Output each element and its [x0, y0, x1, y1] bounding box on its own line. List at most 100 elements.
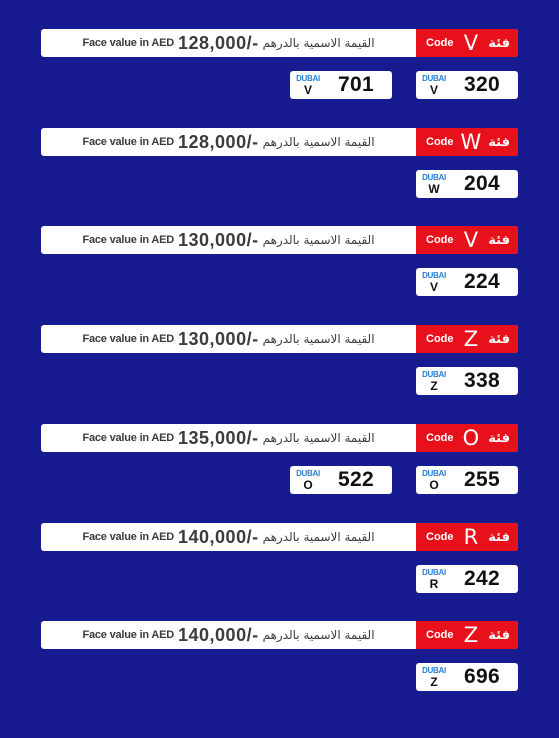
- plate-emirate-label: DUBAI: [422, 567, 446, 577]
- code-badge: Code R فئة: [416, 523, 518, 551]
- face-value-amount: 130,000/-: [178, 328, 259, 349]
- code-label-en: Code: [426, 531, 454, 543]
- number-plate[interactable]: DUBAI R 242: [416, 565, 518, 593]
- plates-row: DUBAI O 255 DUBAI O 522: [41, 466, 518, 494]
- plate-emirate-label: DUBAI: [296, 468, 320, 478]
- code-label-en: Code: [426, 432, 454, 444]
- face-value: Face value in AED 130,000/- القيمة الاسم…: [41, 325, 416, 353]
- plate-letter: R: [429, 576, 439, 591]
- code-label-ar: فئة: [488, 232, 510, 248]
- code-letter: O: [462, 426, 480, 450]
- plate-number: 701: [338, 73, 374, 96]
- face-value-label-en: Face value in AED: [82, 432, 175, 444]
- code-label-en: Code: [426, 37, 454, 49]
- plate-number: 242: [464, 567, 500, 590]
- code-badge: Code Z فئة: [416, 621, 518, 649]
- plate-letter: V: [429, 82, 438, 97]
- plate-number: 224: [464, 270, 500, 293]
- plates-row: DUBAI Z 338: [41, 367, 518, 395]
- face-value: Face value in AED 130,000/- القيمة الاسم…: [41, 226, 416, 254]
- number-plate[interactable]: DUBAI V 224: [416, 268, 518, 296]
- plate-number: 255: [464, 468, 500, 491]
- code-badge: Code V فئة: [416, 226, 518, 254]
- face-value: Face value in AED 140,000/- القيمة الاسم…: [41, 621, 416, 649]
- plate-letter: O: [429, 477, 439, 492]
- plate-emirate-block: DUBAI Z: [416, 666, 452, 689]
- face-value-bar: Face value in AED 130,000/- القيمة الاسم…: [41, 325, 518, 353]
- code-label-ar: فئة: [488, 134, 510, 150]
- code-label-en: Code: [426, 136, 454, 148]
- face-value-label-ar: القيمة الاسمية بالدرهم: [262, 530, 375, 544]
- plate-group: Face value in AED 140,000/- القيمة الاسم…: [41, 621, 518, 691]
- face-value-amount: 140,000/-: [178, 526, 259, 547]
- face-value-bar: Face value in AED 130,000/- القيمة الاسم…: [41, 226, 518, 254]
- plate-number: 204: [464, 172, 500, 195]
- face-value-amount: 135,000/-: [178, 427, 259, 448]
- plate-emirate-block: DUBAI V: [416, 270, 452, 294]
- number-plate[interactable]: DUBAI V 701: [290, 71, 392, 99]
- plate-letter: W: [428, 181, 440, 196]
- plate-emirate-label: DUBAI: [422, 270, 446, 280]
- face-value-amount: 130,000/-: [178, 229, 259, 250]
- plate-letter: V: [429, 279, 438, 294]
- face-value: Face value in AED 128,000/- القيمة الاسم…: [41, 29, 416, 57]
- code-label-en: Code: [426, 333, 454, 345]
- face-value-label-en: Face value in AED: [82, 234, 175, 246]
- plate-group: Face value in AED 130,000/- القيمة الاسم…: [41, 226, 518, 296]
- number-plate[interactable]: DUBAI V 320: [416, 71, 518, 99]
- plates-row: DUBAI V 320 DUBAI V 701: [41, 71, 518, 99]
- code-badge: Code Z فئة: [416, 325, 518, 353]
- face-value-bar: Face value in AED 140,000/- القيمة الاسم…: [41, 621, 518, 649]
- number-plate[interactable]: DUBAI O 522: [290, 466, 392, 494]
- face-value-amount: 140,000/-: [178, 624, 259, 645]
- code-letter: V: [463, 31, 479, 55]
- plate-emirate-block: DUBAI O: [290, 468, 326, 492]
- plates-row: DUBAI Z 696: [41, 663, 518, 691]
- face-value-bar: Face value in AED 140,000/- القيمة الاسم…: [41, 523, 518, 551]
- code-letter: Z: [463, 327, 479, 351]
- code-label-ar: فئة: [488, 627, 510, 643]
- plate-emirate-block: DUBAI V: [416, 74, 452, 97]
- face-value: Face value in AED 140,000/- القيمة الاسم…: [41, 523, 416, 551]
- number-plate[interactable]: DUBAI O 255: [416, 466, 518, 494]
- code-letter: Z: [463, 623, 479, 647]
- plate-group: Face value in AED 140,000/- القيمة الاسم…: [41, 523, 518, 593]
- face-value-bar: Face value in AED 128,000/- القيمة الاسم…: [41, 29, 518, 57]
- face-value-label-en: Face value in AED: [82, 136, 175, 148]
- plate-emirate-label: DUBAI: [296, 73, 320, 83]
- number-plate[interactable]: DUBAI Z 338: [416, 367, 518, 395]
- plate-group: Face value in AED 135,000/- القيمة الاسم…: [41, 424, 518, 494]
- plate-emirate-block: DUBAI R: [416, 567, 452, 591]
- plate-group: Face value in AED 130,000/- القيمة الاسم…: [41, 325, 518, 395]
- plate-group: Face value in AED 128,000/- القيمة الاسم…: [41, 29, 518, 99]
- plate-letter: O: [303, 477, 313, 492]
- plate-emirate-block: DUBAI Z: [416, 370, 452, 393]
- plate-emirate-block: DUBAI V: [290, 73, 326, 97]
- code-badge: Code W فئة: [416, 128, 518, 156]
- face-value-label-en: Face value in AED: [82, 333, 175, 345]
- code-letter: W: [460, 130, 482, 154]
- face-value-label-ar: القيمة الاسمية بالدرهم: [262, 332, 375, 346]
- face-value-label-ar: القيمة الاسمية بالدرهم: [262, 233, 375, 247]
- code-badge: Code O فئة: [416, 424, 518, 452]
- code-label-en: Code: [426, 629, 454, 641]
- plates-row: DUBAI R 242: [41, 565, 518, 593]
- face-value-amount: 128,000/-: [178, 131, 259, 152]
- plate-number: 320: [464, 73, 500, 96]
- plate-number: 696: [464, 665, 500, 688]
- face-value-label-en: Face value in AED: [82, 531, 175, 543]
- plate-letter: Z: [430, 674, 438, 689]
- plate-emirate-block: DUBAI W: [416, 173, 452, 196]
- plate-group: Face value in AED 128,000/- القيمة الاسم…: [41, 128, 518, 198]
- face-value-label-ar: القيمة الاسمية بالدرهم: [262, 135, 375, 149]
- code-label-ar: فئة: [488, 529, 510, 545]
- face-value-label-ar: القيمة الاسمية بالدرهم: [262, 36, 375, 50]
- number-plate[interactable]: DUBAI W 204: [416, 170, 518, 198]
- plate-number: 338: [464, 369, 500, 392]
- plate-letter: Z: [430, 378, 438, 393]
- face-value: Face value in AED 128,000/- القيمة الاسم…: [41, 128, 416, 156]
- number-plate[interactable]: DUBAI Z 696: [416, 663, 518, 691]
- face-value-bar: Face value in AED 135,000/- القيمة الاسم…: [41, 424, 518, 452]
- plate-letter: V: [303, 82, 312, 97]
- plates-row: DUBAI W 204: [41, 170, 518, 198]
